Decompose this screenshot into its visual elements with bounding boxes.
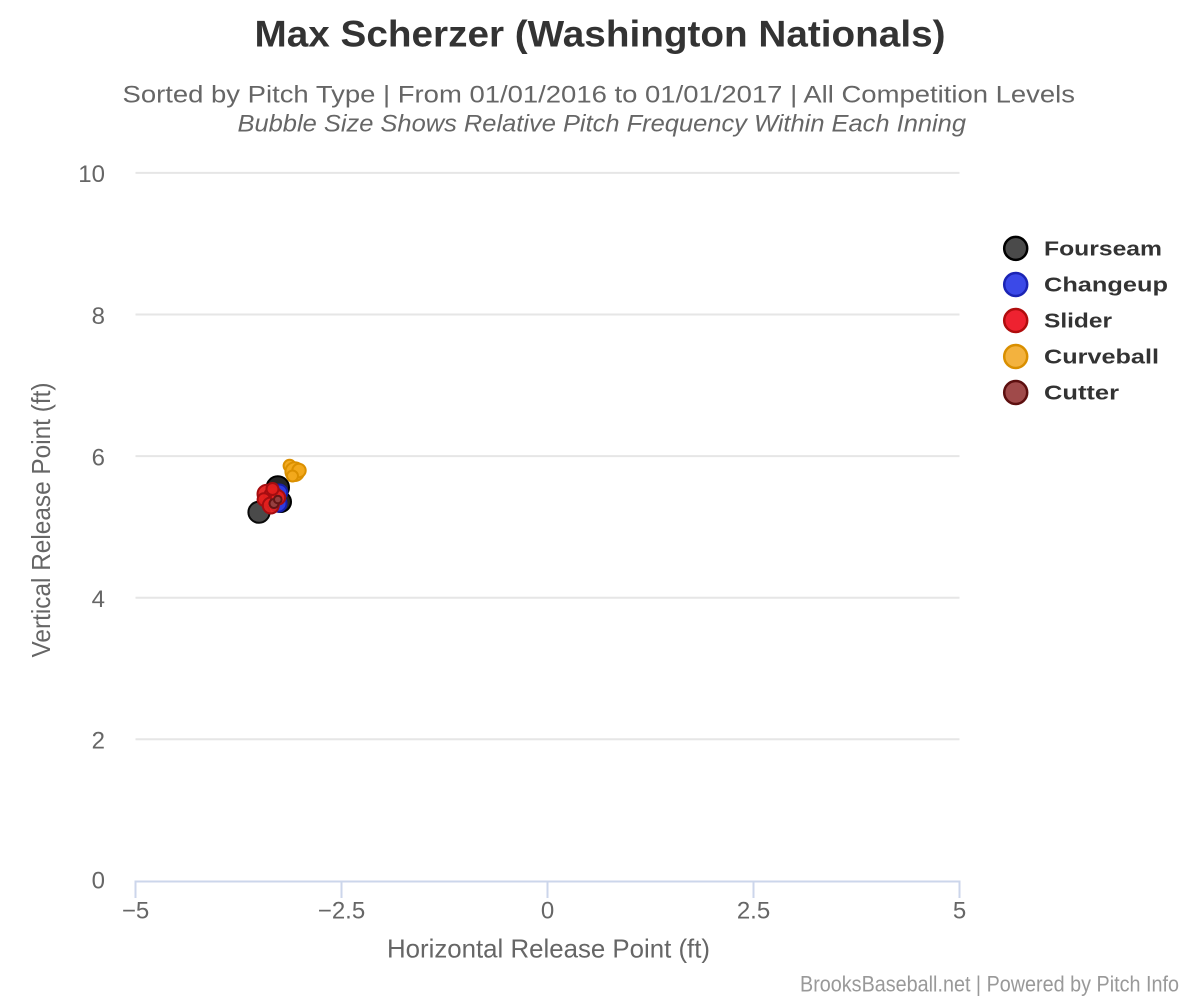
svg-text:Slider: Slider: [1044, 311, 1112, 333]
svg-text:Curveball: Curveball: [1044, 347, 1159, 369]
svg-text:−5: −5: [122, 898, 149, 925]
svg-text:Horizontal Release Point (ft): Horizontal Release Point (ft): [387, 934, 710, 964]
svg-text:10: 10: [78, 161, 105, 188]
svg-text:0: 0: [92, 867, 105, 894]
svg-text:4: 4: [92, 586, 105, 613]
svg-text:Max Scherzer (Washington Natio: Max Scherzer (Washington Nationals): [255, 14, 946, 55]
svg-text:Sorted by Pitch Type | From 01: Sorted by Pitch Type | From 01/01/2016 t…: [123, 82, 1076, 109]
svg-text:6: 6: [92, 444, 105, 471]
svg-text:Fourseam: Fourseam: [1044, 238, 1162, 260]
svg-text:−2.5: −2.5: [318, 898, 365, 925]
svg-text:0: 0: [541, 898, 554, 925]
svg-text:BrooksBaseball.net | Powered b: BrooksBaseball.net | Powered by Pitch In…: [800, 972, 1179, 997]
svg-text:8: 8: [92, 303, 105, 330]
svg-text:Vertical Release Point (ft): Vertical Release Point (ft): [26, 383, 56, 658]
svg-text:Cutter: Cutter: [1044, 383, 1119, 405]
svg-text:2: 2: [92, 728, 105, 755]
svg-text:2.5: 2.5: [737, 898, 770, 925]
svg-text:Bubble Size Shows Relative Pit: Bubble Size Shows Relative Pitch Frequen…: [238, 111, 967, 138]
svg-text:5: 5: [953, 898, 966, 925]
svg-text:Changeup: Changeup: [1044, 275, 1168, 297]
